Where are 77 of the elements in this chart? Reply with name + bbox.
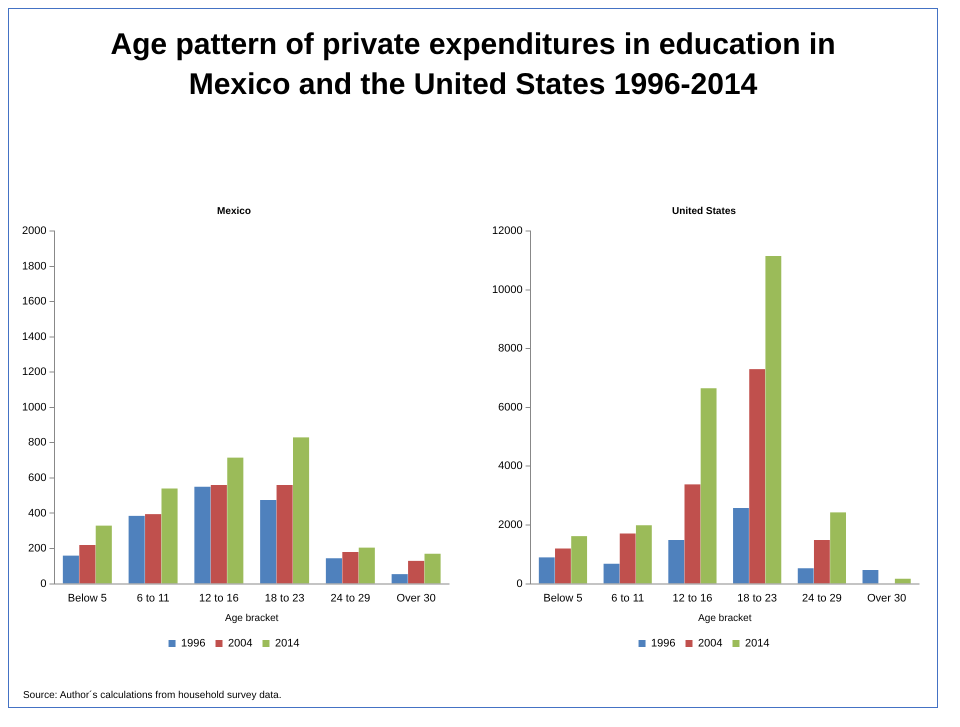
x-tick-label: Below 5	[68, 592, 107, 604]
bar	[161, 488, 178, 584]
x-tick-label: 6 to 11	[611, 592, 644, 604]
y-tick-label: 10000	[492, 284, 523, 296]
bar	[636, 525, 652, 584]
bar	[96, 526, 112, 584]
x-tick-label: Over 30	[396, 592, 436, 604]
bar	[668, 540, 684, 584]
bar	[227, 458, 244, 584]
bar	[830, 512, 846, 584]
y-tick-label: 6000	[498, 401, 523, 414]
legend-label: 2014	[274, 638, 300, 650]
x-axis-title: Age bracket	[225, 612, 279, 624]
bar	[814, 540, 830, 584]
legend-label: 1996	[181, 638, 206, 650]
bar	[276, 485, 293, 584]
source-note: Source: Author´s calculations from household survey data.	[23, 690, 282, 701]
x-tick-label: 12 to 16	[198, 592, 239, 604]
y-tick-label: 0	[40, 578, 46, 590]
bar	[145, 514, 162, 584]
legend-label: 2004	[228, 638, 252, 650]
bar	[765, 256, 782, 584]
y-tick-label: 1200	[22, 366, 46, 378]
bar	[408, 560, 424, 584]
bar	[555, 548, 571, 584]
legend-label: 1996	[651, 638, 676, 650]
bar	[620, 534, 636, 584]
legend-label: 2004	[698, 638, 722, 650]
bar	[326, 558, 342, 584]
bar	[749, 369, 766, 584]
chart-title: United States	[672, 206, 736, 217]
y-tick-label: 400	[28, 507, 46, 520]
y-tick-label: 200	[28, 542, 46, 555]
y-tick-label: 8000	[498, 342, 523, 355]
y-tick-label: 4000	[498, 460, 523, 472]
bar	[894, 578, 911, 584]
bar	[700, 388, 717, 584]
bar	[260, 500, 276, 584]
bar	[128, 516, 145, 584]
y-tick-label: 1400	[22, 330, 46, 343]
bar	[292, 437, 310, 584]
legend-label: 2014	[744, 638, 770, 650]
bar	[79, 544, 96, 584]
bar	[862, 570, 878, 584]
bar	[733, 508, 749, 584]
y-tick-label: 600	[28, 472, 46, 484]
y-tick-label: 1800	[22, 260, 46, 272]
y-tick-label: 12000	[492, 225, 523, 238]
x-tick-label: 12 to 16	[672, 592, 712, 604]
y-tick-label: 800	[28, 436, 46, 449]
x-tick-label: Below 5	[543, 592, 583, 604]
x-tick-label: 6 to 11	[136, 592, 170, 604]
bar	[604, 564, 620, 584]
bar	[210, 485, 227, 584]
bar	[392, 574, 408, 584]
bar	[798, 568, 814, 584]
x-tick-label: 18 to 23	[737, 592, 778, 604]
bar	[342, 552, 358, 584]
text: Age pattern of private expenditures in education in Mexico and the United States 1996-2014	[109, 27, 837, 103]
x-tick-label: Over 30	[867, 592, 906, 604]
y-tick-label: 2000	[498, 519, 523, 532]
bar	[424, 554, 441, 584]
x-tick-label: 24 to 29	[802, 592, 842, 604]
y-tick-label: 0	[516, 578, 523, 590]
bar	[571, 536, 588, 584]
x-tick-label: 18 to 23	[264, 592, 304, 604]
x-tick-label: 24 to 29	[330, 592, 370, 604]
bar	[194, 486, 210, 584]
chart-title: Mexico	[217, 206, 251, 217]
bar	[358, 548, 375, 584]
x-axis-title: Age bracket	[698, 612, 752, 624]
y-tick-label: 1600	[22, 296, 46, 308]
bar	[62, 556, 79, 584]
bar	[538, 557, 555, 584]
y-tick-label: 2000	[22, 225, 46, 238]
y-tick-label: 1000	[22, 401, 46, 414]
bar	[684, 484, 700, 584]
